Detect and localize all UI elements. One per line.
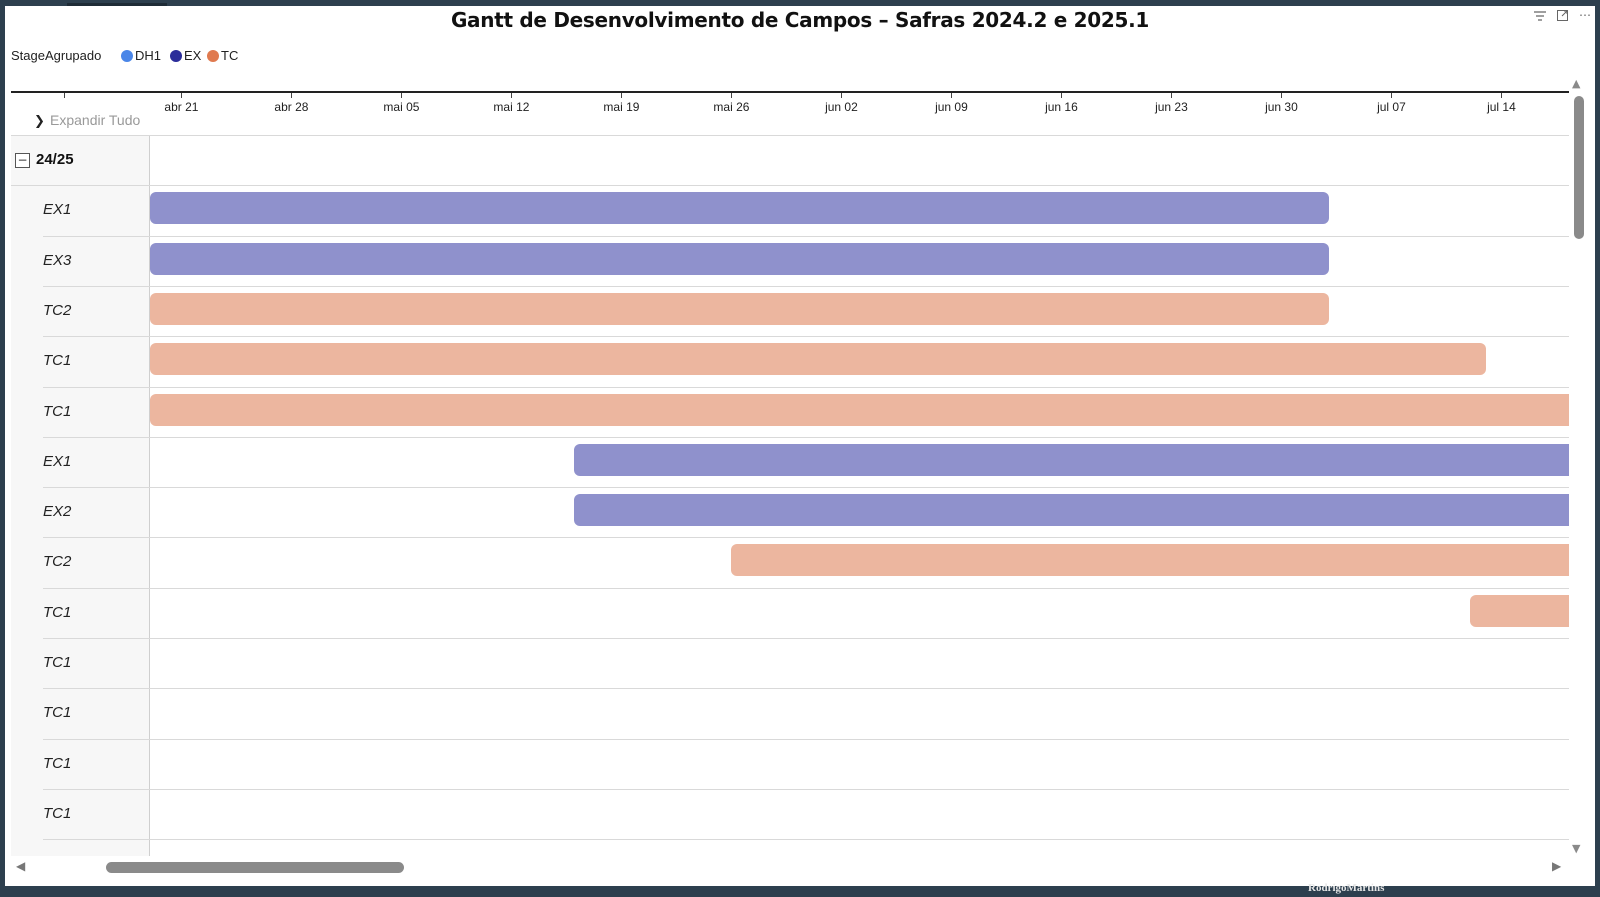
row-label[interactable]: EX1 (43, 201, 72, 219)
legend-item-tc[interactable]: TC (207, 48, 238, 63)
axis-tick-label: jun 23 (1155, 100, 1188, 114)
collapse-group-icon[interactable]: − (15, 153, 30, 168)
column-separator (149, 135, 150, 856)
expand-all-button[interactable]: ❯ Expandir Tudo (34, 112, 140, 129)
gantt-bar-ex[interactable] (574, 494, 1569, 527)
axis-tick-label: jul 14 (1487, 100, 1516, 114)
axis-tick (64, 93, 65, 98)
row-label[interactable]: TC1 (43, 352, 72, 370)
axis-tick-label: jun 02 (825, 100, 858, 114)
top-strip (0, 0, 1600, 6)
axis-tick-label: jun 30 (1265, 100, 1298, 114)
row-divider (43, 436, 1569, 438)
legend-label-ex: EX (184, 48, 202, 63)
row-label[interactable]: TC1 (43, 402, 72, 420)
time-axis-line (11, 91, 1569, 93)
row-divider (43, 285, 1569, 287)
axis-tick-label: mai 19 (603, 100, 640, 114)
axis-tick-label: jun 09 (935, 100, 968, 114)
gantt-bar-ex[interactable] (150, 192, 1329, 225)
axis-tick-label: mai 05 (383, 100, 420, 114)
legend-dot-tc (207, 50, 219, 62)
gantt-bar-tc[interactable] (150, 343, 1486, 376)
axis-tick-label: mai 12 (493, 100, 530, 114)
row-divider (43, 487, 1569, 489)
axis-tick (841, 93, 843, 98)
axis-tick-label: abr 21 (164, 100, 199, 114)
row-label[interactable]: EX1 (43, 452, 72, 470)
group-label: 24/25 (36, 151, 74, 168)
legend-dot-ex (170, 50, 182, 62)
legend-item-dh1[interactable]: DH1 (121, 48, 161, 63)
row-divider (11, 185, 1569, 187)
axis-tick-label: jun 16 (1045, 100, 1078, 114)
row-label[interactable]: TC2 (43, 301, 72, 319)
chevron-down-icon: ❯ (34, 114, 45, 129)
gantt-bar-tc[interactable] (150, 393, 1569, 426)
watermark: RodrigoMartins (1308, 882, 1385, 894)
row-label[interactable]: TC1 (43, 654, 72, 671)
scroll-down-arrow-icon[interactable]: ▼ (1572, 842, 1581, 855)
row-divider (43, 839, 1569, 841)
axis-tick (621, 93, 623, 98)
more-options-icon[interactable]: ⋯ (1579, 8, 1591, 22)
axis-tick-label: abr 28 (274, 100, 309, 114)
axis-tick (731, 93, 733, 98)
gantt-bar-area (150, 135, 1569, 856)
gantt-bar-ex[interactable] (574, 443, 1569, 476)
legend-dot-dh1 (121, 50, 133, 62)
gantt-bar-ex[interactable] (150, 242, 1329, 275)
axis-tick (1501, 93, 1503, 98)
row-divider (43, 688, 1569, 690)
row-label[interactable]: TC1 (43, 704, 72, 722)
axis-tick (1061, 93, 1063, 98)
row-label[interactable]: TC1 (43, 804, 72, 822)
row-label[interactable]: EX2 (43, 503, 72, 521)
row-divider (43, 235, 1569, 237)
scroll-right-arrow-icon[interactable]: ▶ (1552, 859, 1562, 873)
legend-label-tc: TC (221, 48, 239, 63)
row-divider (43, 537, 1569, 539)
axis-tick (401, 93, 403, 98)
gantt-bar-tc[interactable] (731, 544, 1569, 577)
gantt-bar-tc[interactable] (1470, 594, 1569, 627)
axis-tick-label: mai 26 (713, 100, 750, 114)
axis-tick (181, 93, 183, 98)
axis-tick (1281, 93, 1283, 98)
chart-title: Gantt de Desenvolvimento de Campos – Saf… (450, 8, 1150, 32)
axis-tick (511, 93, 513, 98)
vertical-scroll-thumb[interactable] (1574, 96, 1584, 239)
row-divider (43, 738, 1569, 740)
row-label[interactable]: TC1 (43, 754, 72, 772)
legend-item-ex[interactable]: EX (170, 48, 201, 63)
filter-icon[interactable] (1534, 10, 1546, 24)
legend-title: StageAgrupado (11, 48, 102, 63)
horizontal-scroll-thumb[interactable] (106, 862, 404, 873)
row-divider (11, 135, 1569, 136)
row-divider (43, 336, 1569, 338)
expand-all-label: Expandir Tudo (50, 112, 141, 128)
focus-mode-icon[interactable] (1557, 10, 1568, 24)
axis-tick (951, 93, 953, 98)
row-divider (43, 788, 1569, 790)
row-label[interactable]: EX3 (43, 251, 72, 269)
row-divider (43, 587, 1569, 589)
gantt-bar-tc[interactable] (150, 292, 1329, 325)
scroll-left-arrow-icon[interactable]: ◀ (16, 859, 26, 873)
row-label[interactable]: TC2 (43, 553, 72, 571)
row-label-column (11, 135, 149, 856)
scroll-up-arrow-icon[interactable]: ▲ (1572, 77, 1581, 90)
row-label[interactable]: TC1 (43, 603, 72, 621)
row-divider (43, 638, 1569, 639)
legend-label-dh1: DH1 (135, 48, 162, 63)
axis-tick (1391, 93, 1393, 98)
axis-tick-label: jul 07 (1377, 100, 1406, 114)
axis-tick (291, 93, 293, 98)
axis-tick (1171, 93, 1173, 98)
row-divider (43, 386, 1569, 388)
tab-indicator (67, 3, 167, 6)
